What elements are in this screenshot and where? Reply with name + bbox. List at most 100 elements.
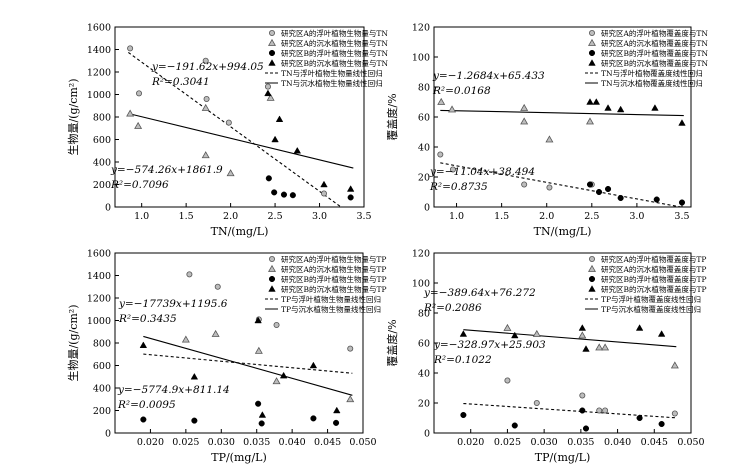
data-point [678, 199, 686, 206]
chart-panel-1: 1.0 1.5 2.0 2.5 3.0 3.5 0 200 400 600 800 1000 1200 1… [66, 23, 389, 239]
data-point [532, 329, 541, 337]
legend-label: 研究区A的沉水植物生物量与TP [281, 264, 386, 274]
r-squared-value: R²=0.0095 [117, 399, 176, 411]
x-tick-label: 0.020 [137, 437, 164, 448]
legend-marker [268, 29, 275, 36]
legend-marker [268, 264, 276, 272]
data-point [211, 329, 220, 337]
data-point [459, 330, 468, 337]
data-point [604, 104, 612, 111]
regression-equation: y=−17739x+1195.6 [118, 298, 228, 310]
series-triangle-gray [126, 93, 275, 177]
y-tick-label: 80 [418, 83, 430, 94]
data-point [293, 146, 302, 154]
data-point [280, 191, 288, 198]
y-tick-label: 100 [412, 53, 430, 64]
data-point [616, 105, 625, 113]
data-point [320, 190, 327, 197]
series-circle-black [265, 175, 354, 201]
series-circle-gray [504, 377, 678, 417]
x-tick-label: 0.050 [677, 437, 704, 448]
data-point [136, 90, 143, 97]
data-point [347, 345, 354, 352]
legend-label: 研究区A的浮叶植物覆盖度与TP [601, 254, 706, 264]
dashed-regression-line [143, 353, 353, 374]
data-point [579, 392, 586, 399]
y-tick-label: 600 [93, 361, 111, 372]
chart-panel-4: 0.020 0.025 0.030 0.035 0.040 0.045 0.050 0 20 40… [385, 249, 707, 465]
x-tick-label: 0.035 [243, 437, 270, 448]
legend-label: 研究区A的浮叶植物生物量与TN [281, 28, 388, 38]
y-axis-label: 生物量/(g/cm²) [66, 78, 80, 155]
data-point [289, 192, 296, 199]
data-point [437, 97, 446, 105]
series-triangle-gray [181, 329, 355, 403]
data-point [346, 395, 355, 403]
data-point [582, 425, 590, 432]
r-squared-value: R²=0.3041 [151, 76, 210, 88]
legend-label: TN与浮叶植物生物量线性回归 [281, 68, 383, 78]
data-point [511, 422, 518, 429]
data-point [503, 323, 512, 331]
data-point [265, 175, 272, 182]
x-tick-label: 0.050 [349, 437, 376, 448]
data-point [214, 283, 221, 290]
data-point [596, 407, 603, 414]
data-point [586, 98, 594, 105]
data-point [635, 324, 644, 331]
y-tick-label: 120 [412, 23, 430, 34]
data-point [347, 194, 354, 201]
data-point [636, 414, 643, 422]
series-triangle-gray [503, 323, 679, 369]
data-point [266, 93, 275, 101]
data-point [449, 166, 456, 173]
data-point [602, 407, 609, 414]
data-point [586, 181, 594, 188]
regression-equation: y=−5774.9x+811.14 [117, 384, 230, 396]
series-circle-black [140, 400, 340, 427]
data-point [601, 343, 610, 351]
legend-marker [268, 255, 275, 262]
data-point [254, 346, 263, 354]
regression-equation: y=−191.62x+994.05 [151, 61, 264, 73]
legend-label: TP与浮叶植物生物量线性回归 [281, 294, 381, 304]
data-point [271, 189, 278, 196]
data-point [255, 400, 262, 407]
series-circle-gray [127, 45, 327, 197]
data-point [546, 184, 553, 191]
legend-label: TP与沉水植物生物量线性回归 [281, 304, 381, 314]
solid-regression-line [128, 112, 354, 169]
legend-label: 研究区A的沉水植物生物量与TN [281, 38, 388, 48]
y-tick-label: 1000 [87, 90, 111, 101]
r-squared-value: R²=0.0168 [432, 85, 491, 97]
data-point [254, 316, 262, 324]
x-tick-label: 2.5 [584, 211, 599, 222]
y-tick-label: 0 [105, 429, 111, 440]
legend: 研究区A的浮叶植物覆盖度与TP研究区A的沉水植物覆盖度与TP研究区B的浮叶植物覆… [585, 254, 707, 314]
y-tick-label: 600 [93, 135, 111, 146]
x-tick-label: 0.030 [531, 437, 558, 448]
x-tick-label: 0.035 [567, 437, 594, 448]
x-axis-label: TP/(mg/L) [535, 451, 591, 464]
x-tick-label: 3.0 [629, 211, 644, 222]
data-point [346, 185, 355, 192]
x-tick-label: 0.040 [279, 437, 306, 448]
data-point [333, 419, 340, 426]
y-tick-label: 20 [418, 173, 430, 184]
regression-equation: y=−389.64x+76.272 [423, 287, 536, 299]
data-point [271, 135, 279, 143]
legend-label: TN与沉水植物覆盖度线性回归 [601, 78, 703, 88]
data-point [190, 372, 199, 380]
solid-regression-line [463, 329, 677, 348]
data-point [140, 416, 147, 423]
data-point [678, 119, 686, 126]
data-point [604, 185, 612, 193]
x-tick-label: 0.025 [172, 437, 199, 448]
dashed-regression-line [128, 52, 343, 207]
y-tick-label: 1000 [87, 316, 111, 327]
legend-label: TN与沉水植物生物量线性回归 [281, 78, 383, 88]
data-point [521, 181, 528, 188]
x-tick-label: 2.0 [223, 211, 238, 222]
data-point [201, 103, 210, 111]
y-tick-label: 0 [105, 203, 111, 214]
